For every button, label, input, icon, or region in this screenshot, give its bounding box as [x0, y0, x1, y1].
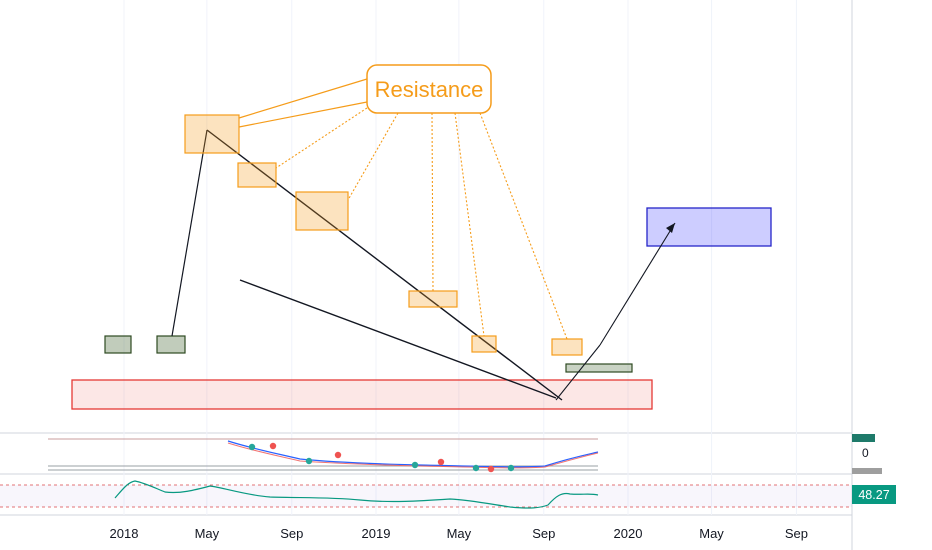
callout-leader[interactable] — [431, 112, 434, 292]
callout-leader[interactable] — [238, 78, 368, 119]
indicator2-band-fill — [0, 485, 852, 507]
resistance-box[interactable] — [237, 162, 277, 188]
x-tick-label: Sep — [785, 526, 808, 541]
time-scale[interactable] — [0, 515, 852, 550]
resistance-box[interactable] — [551, 338, 583, 356]
indicator2-value-tag[interactable]: 48.27 — [852, 485, 896, 504]
resistance-box[interactable] — [471, 335, 497, 353]
indicator1-zero-label: 0 — [862, 446, 869, 460]
indicator2-value-text: 48.27 — [858, 488, 889, 502]
callout-leader[interactable] — [479, 112, 568, 340]
indicator1-main-line — [227, 442, 599, 469]
indicator1-cross-dot — [305, 457, 313, 465]
indicator1-signal-line — [227, 440, 599, 468]
indicator1-scale-tag — [852, 434, 875, 442]
x-tick-label: May — [447, 526, 472, 541]
arrow-head — [666, 223, 675, 233]
callout-leader[interactable] — [454, 112, 485, 337]
wedge-lower-line[interactable] — [239, 279, 557, 399]
accumulation-box[interactable] — [104, 335, 132, 354]
indicators — [0, 438, 852, 509]
projection-line[interactable] — [599, 222, 676, 346]
accumulation-box[interactable] — [565, 363, 633, 373]
x-tick-label: 2020 — [614, 526, 643, 541]
indicator2-value-tag-bg — [852, 485, 896, 504]
indicator1-value-tag — [852, 468, 882, 474]
support-zone[interactable] — [71, 379, 653, 410]
grid — [123, 0, 797, 515]
x-tick-label: Sep — [532, 526, 555, 541]
indicator1-cross-dot — [248, 443, 256, 451]
x-tick-label: May — [195, 526, 220, 541]
target-zone[interactable] — [646, 207, 772, 247]
resistance-callout-box — [366, 64, 492, 114]
indicator1-cross-dot — [411, 461, 419, 469]
callout-leader[interactable] — [238, 101, 368, 128]
indicator1-cross-dot — [334, 451, 342, 459]
x-tick-label: 2018 — [110, 526, 139, 541]
x-axis-labels: 2018 May Sep 2019 May Sep 2020 May Sep — [110, 526, 808, 541]
resistance-box[interactable] — [408, 290, 458, 308]
callout-leader[interactable] — [347, 112, 399, 201]
x-tick-label: May — [699, 526, 724, 541]
wedge-upper-line[interactable] — [206, 129, 563, 401]
indicator2-line — [114, 480, 599, 509]
impulse-line[interactable] — [171, 129, 208, 337]
resistance-box[interactable] — [295, 191, 349, 231]
price-tags: 0.000213560.000178850.000143580.00010400… — [852, 434, 896, 504]
x-tick-label: Sep — [280, 526, 303, 541]
resistance-box[interactable] — [184, 114, 240, 154]
indicator1-cross-dot — [507, 464, 515, 472]
price-scale[interactable] — [852, 0, 932, 550]
resistance-label: Resistance — [375, 77, 484, 102]
drawings — [171, 78, 676, 401]
indicator1-cross-dot — [487, 465, 495, 473]
x-tick-label: 2019 — [362, 526, 391, 541]
indicator1-cross-dot — [472, 464, 480, 472]
accumulation-box[interactable] — [156, 335, 186, 354]
projection-line[interactable] — [555, 344, 601, 401]
resistance-callout[interactable]: Resistance — [366, 64, 492, 114]
indicator1-cross-dot — [437, 458, 445, 466]
indicator1-cross-dot — [269, 442, 277, 450]
